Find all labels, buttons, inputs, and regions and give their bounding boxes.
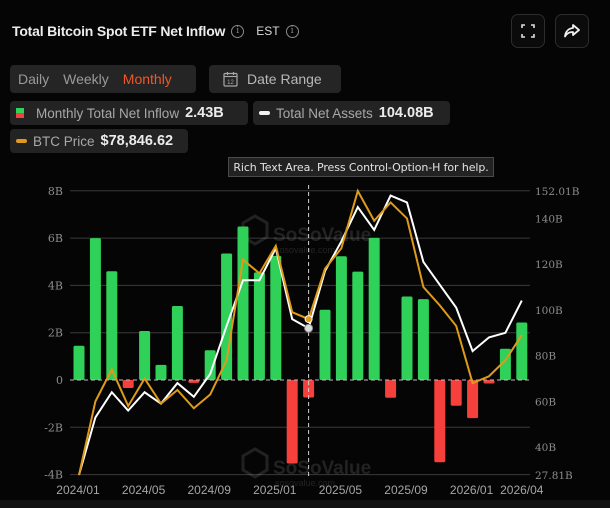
fullscreen-button[interactable] <box>511 14 545 48</box>
legend-inflow[interactable]: Monthly Total Net Inflow 2.43B <box>10 101 248 125</box>
x-tick: 2026/01 <box>450 483 494 497</box>
y-left-tick: 4B <box>48 279 63 292</box>
title-row: Total Bitcoin Spot ETF Net Inflow i EST … <box>12 20 299 42</box>
inflow-bar[interactable] <box>401 296 413 380</box>
timezone-info-icon[interactable]: i <box>285 24 299 38</box>
y-left-tick: 8B <box>48 185 63 198</box>
inflow-bar[interactable] <box>286 380 298 464</box>
y-left-tick: 6B <box>48 232 63 245</box>
calendar-icon: 12 <box>223 72 238 87</box>
legend-price[interactable]: BTC Price $78,846.62 <box>10 129 188 153</box>
inflow-bar[interactable] <box>171 305 183 380</box>
legend-assets-label: Total Net Assets <box>276 105 373 121</box>
inflow-bar[interactable] <box>434 380 446 463</box>
chart-area[interactable]: 8B 6B 4B 2B 0 -2B -4B 152.01B 140B 120B 100B 80B 60B… <box>0 180 610 508</box>
x-tick: 2024/05 <box>122 483 166 497</box>
y-right-tick: 100B <box>535 305 563 317</box>
inflow-bar[interactable] <box>204 350 216 380</box>
y-right-tick: 120B <box>535 259 563 271</box>
date-range-label: Date Range <box>247 71 322 87</box>
inflow-bar[interactable] <box>139 331 151 380</box>
svg-text:sosovalue.com: sosovalue.com <box>275 245 335 255</box>
legend-price-value: $78,846.62 <box>100 133 174 149</box>
chart-title: Total Bitcoin Spot ETF Net Inflow <box>12 23 226 39</box>
inflow-bar[interactable] <box>237 226 249 380</box>
inflow-swatch-icon <box>16 108 24 118</box>
btc-price-line[interactable] <box>78 188 523 476</box>
inflow-bar[interactable] <box>450 380 462 406</box>
y-left-tick: -4B <box>44 469 63 482</box>
inflow-bar[interactable] <box>385 380 397 398</box>
inflow-bar[interactable] <box>155 364 167 380</box>
inflow-bar[interactable] <box>253 272 265 380</box>
assets-swatch-icon <box>259 111 270 115</box>
x-tick: 2025/05 <box>319 483 363 497</box>
y-left-tick: -2B <box>44 421 63 434</box>
bottom-strip <box>0 500 610 508</box>
timezone-label: EST <box>256 24 280 38</box>
x-tick: 2024/01 <box>56 483 100 497</box>
svg-text:12: 12 <box>227 80 234 86</box>
share-button[interactable] <box>555 14 589 48</box>
inflow-bar[interactable] <box>106 271 118 380</box>
legend-inflow-label: Monthly Total Net Inflow <box>36 105 180 121</box>
inflow-bar[interactable] <box>417 299 429 380</box>
legend-assets[interactable]: Total Net Assets 104.08B <box>253 101 450 125</box>
y-left-tick: 0 <box>56 374 63 387</box>
y-right-tick: 140B <box>535 213 563 225</box>
x-tick: 2024/09 <box>188 483 232 497</box>
y-right-tick: 27.81B <box>535 470 573 482</box>
inflow-bar[interactable] <box>368 237 380 380</box>
tab-weekly[interactable]: Weekly <box>63 71 109 87</box>
svg-text:sosovalue.com: sosovalue.com <box>275 478 335 488</box>
crosshair-marker <box>304 315 313 324</box>
inflow-bar[interactable] <box>89 238 101 380</box>
legend-assets-value: 104.08B <box>378 105 434 121</box>
y-right-tick: 152.01B <box>535 186 580 198</box>
x-tick: 2025/01 <box>253 483 297 497</box>
x-tick: 2026/04 <box>500 483 544 497</box>
x-tick: 2025/09 <box>384 483 428 497</box>
rich-text-tooltip: Rich Text Area. Press Control-Option-H f… <box>228 157 494 177</box>
y-left-tick: 2B <box>48 327 63 340</box>
crosshair-marker <box>304 323 314 333</box>
fullscreen-icon <box>521 24 535 38</box>
legend-inflow-value: 2.43B <box>185 105 224 121</box>
inflow-bar[interactable] <box>270 255 282 380</box>
inflow-bar[interactable] <box>483 380 495 384</box>
inflow-bar[interactable] <box>352 271 364 380</box>
legend-price-label: BTC Price <box>33 133 95 149</box>
tab-monthly[interactable]: Monthly <box>122 71 172 87</box>
total-net-assets-line[interactable] <box>78 194 523 476</box>
inflow-bar[interactable] <box>319 309 331 380</box>
date-range-button[interactable]: 12 Date Range <box>209 65 341 93</box>
y-right-tick: 60B <box>535 396 556 408</box>
period-selector: Daily Weekly Monthly <box>10 65 196 93</box>
inflow-bar[interactable] <box>467 380 479 419</box>
info-icon[interactable]: i <box>231 24 245 38</box>
inflow-bar[interactable] <box>188 380 200 383</box>
inflow-bar[interactable] <box>516 322 528 380</box>
inflow-bar[interactable] <box>335 256 347 380</box>
inflow-bar[interactable] <box>122 380 134 389</box>
tab-daily[interactable]: Daily <box>18 71 50 87</box>
y-right-tick: 40B <box>535 442 556 454</box>
inflow-bar[interactable] <box>73 345 85 380</box>
svg-text:SoSoValue: SoSoValue <box>273 225 371 246</box>
share-icon <box>564 24 580 38</box>
price-swatch-icon <box>16 139 27 143</box>
y-right-tick: 80B <box>535 351 556 363</box>
svg-text:SoSoValue: SoSoValue <box>273 458 371 479</box>
